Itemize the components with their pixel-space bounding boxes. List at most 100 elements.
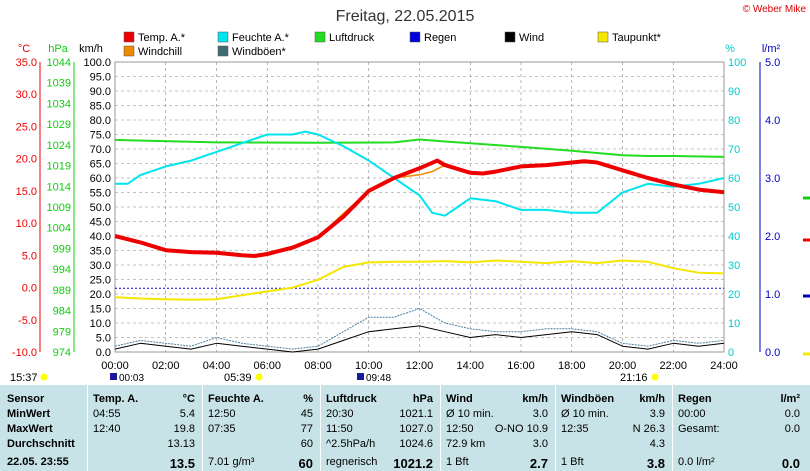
stats-cell-label: Ø 10 min.	[446, 408, 494, 420]
legend-label: Taupunkt*	[612, 32, 662, 44]
moonrise-icon	[357, 373, 364, 380]
legend-label: Wind	[519, 32, 544, 44]
stats-label-column: Sensor MinWert MaxWert Durchschnitt 22.0…	[0, 385, 88, 471]
time-tick-label: 06:00	[253, 360, 281, 372]
stats-cell-value: 4.3	[649, 438, 665, 450]
wind-tick-label: 65.0	[90, 159, 111, 171]
temp-tick-label: 5.0	[22, 250, 37, 262]
humidity-tick-label: 80	[728, 115, 740, 127]
stats-cell-label: 11:50	[326, 423, 353, 435]
time-tick-label: 14:00	[456, 360, 484, 372]
wind-tick-label: 75.0	[90, 130, 111, 142]
row-label-current: 22.05. 23:55	[7, 456, 69, 468]
temp-tick-label: 0.0	[22, 283, 37, 295]
stats-col-header: Regen	[678, 393, 712, 405]
sunrise-icon	[255, 373, 263, 381]
legend-label: Windchill	[138, 46, 182, 58]
stats-separator	[440, 385, 441, 471]
temp-tick-label: 30.0	[16, 89, 37, 101]
stats-cell-value: 60	[298, 456, 313, 471]
stats-cell-label: 12:50	[208, 408, 236, 420]
temp-tick-label: 20.0	[16, 154, 37, 166]
legend-label: Regen	[424, 32, 456, 44]
stats-col-header: Temp. A.	[93, 393, 139, 405]
time-tick-label: 18:00	[558, 360, 586, 372]
stats-cell-label: ^2.5hPa/h	[326, 438, 376, 450]
pressure-tick-label: 1009	[47, 202, 71, 214]
humidity-unit-label: %	[725, 43, 735, 55]
weather-chart: Freitag, 22.05.2015 © Weber Mike Temp. A…	[10, 4, 810, 384]
legend-label: Feuchte A.*	[232, 32, 290, 44]
wind-tick-label: 45.0	[90, 217, 111, 229]
stats-cell-value: O-NO 10.9	[494, 423, 548, 435]
humidity-tick-label: 10	[728, 318, 740, 330]
stats-cell-value: 60	[300, 438, 313, 450]
time-tick-label: 16:00	[507, 360, 535, 372]
stats-cell-value: N 26.3	[632, 423, 665, 435]
stats-cell-value: 1021.1	[399, 408, 433, 420]
stats-cell-label: regnerisch	[326, 456, 378, 468]
stats-cell-label: 1 Bft	[446, 456, 469, 468]
wind-tick-label: 40.0	[90, 231, 111, 243]
pressure-tick-label: 979	[53, 326, 71, 338]
pressure-tick-label: 1029	[47, 119, 71, 131]
wind-tick-label: 100.0	[83, 57, 111, 69]
stats-cell-value: 2.7	[529, 456, 548, 471]
wind-tick-label: 70.0	[90, 144, 111, 156]
stats-cell-value: 3.0	[532, 438, 548, 450]
stats-separator	[555, 385, 556, 471]
humidity-tick-label: 100	[728, 57, 746, 69]
humidity-tick-label: 40	[728, 231, 740, 243]
stats-separator	[202, 385, 203, 471]
stats-cell-label: 00:00	[678, 408, 706, 420]
stats-cell-label: 04:55	[93, 408, 121, 420]
series-group	[114, 130, 725, 353]
pressure-tick-label: 989	[53, 285, 71, 297]
series-line-feuchte-a	[115, 130, 725, 217]
pressure-tick-label: 1014	[47, 181, 71, 193]
stats-cell-label: 72.9 km	[446, 438, 486, 450]
pressure-tick-label: 984	[53, 306, 71, 318]
legend-label: Windböen*	[232, 46, 287, 58]
stats-cell-value: 3.8	[646, 456, 665, 471]
stats-col-header: Luftdruck	[326, 393, 377, 405]
stats-cell-value: 3.9	[649, 408, 665, 420]
chart-title: Freitag, 22.05.2015	[336, 8, 475, 25]
rain-tick-label: 2.0	[765, 231, 780, 243]
humidity-tick-label: 20	[728, 289, 740, 301]
wind-tick-label: 50.0	[90, 202, 111, 214]
stats-cell-value: 1027.0	[399, 423, 433, 435]
stats-col-unit: °C	[182, 393, 195, 405]
row-label-sensor: Sensor	[7, 393, 45, 405]
wind-tick-label: 5.0	[96, 333, 111, 345]
series-line-luftdruck	[114, 138, 725, 158]
stats-col-header: Windböen	[561, 393, 615, 405]
temp-tick-label: 10.0	[16, 218, 37, 230]
humidity-tick-label: 90	[728, 86, 740, 98]
series-line-windb-en	[114, 308, 725, 350]
legend-swatch	[504, 31, 516, 43]
time-tick-label: 20:00	[609, 360, 637, 372]
series-line-wind	[114, 325, 725, 353]
row-label-max: MaxWert	[7, 423, 53, 435]
humidity-tick-label: 60	[728, 173, 740, 185]
time-tick-label: 00:00	[101, 360, 129, 372]
stats-cell-value: 0.0	[784, 408, 800, 420]
wind-tick-label: 25.0	[90, 275, 111, 287]
stats-separator	[672, 385, 673, 471]
wind-tick-label: 95.0	[90, 72, 111, 84]
pressure-tick-label: 974	[53, 347, 71, 359]
temp-tick-label: -5.0	[18, 315, 37, 327]
time-tick-label: 08:00	[304, 360, 332, 372]
pressure-tick-label: 999	[53, 243, 71, 255]
wind-tick-label: 10.0	[90, 318, 111, 330]
sunset-time: 21:16	[620, 372, 648, 384]
legend-label: Luftdruck	[329, 32, 375, 44]
wind-tick-label: 90.0	[90, 86, 111, 98]
copyright-text: © Weber Mike	[743, 4, 807, 15]
stats-cell-value: 77	[300, 423, 313, 435]
stats-cell-label: 7.01 g/m³	[208, 456, 255, 468]
humidity-tick-label: 30	[728, 260, 740, 272]
legend-swatch	[217, 31, 229, 43]
